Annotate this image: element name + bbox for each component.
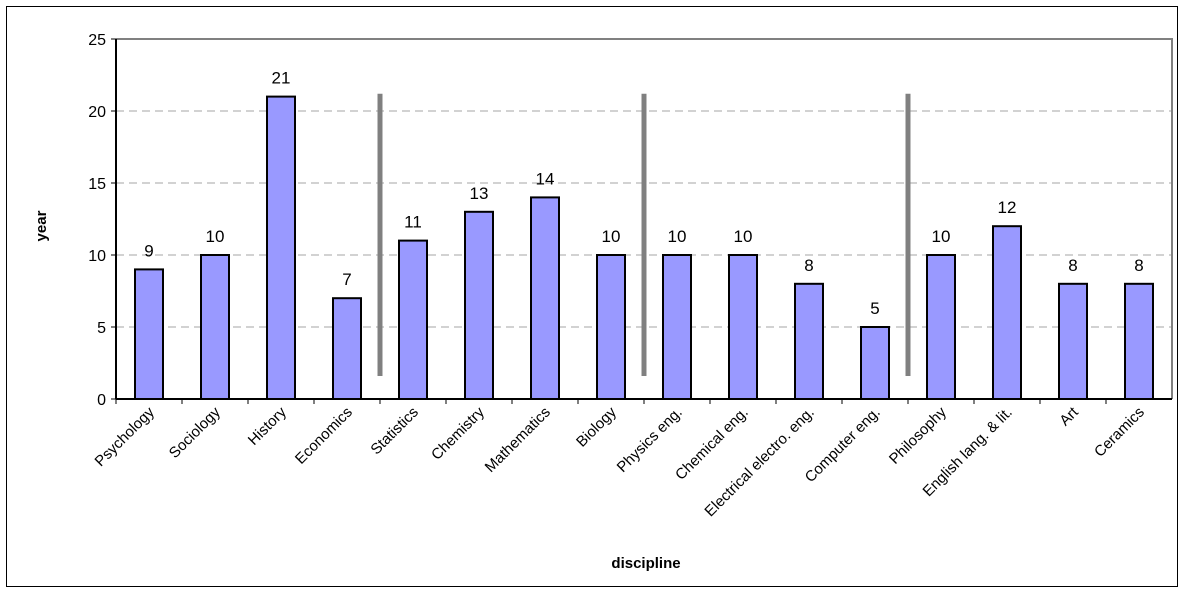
category-label-6: Mathematics bbox=[482, 404, 554, 476]
data-label-4: 11 bbox=[404, 213, 422, 232]
bar-10 bbox=[794, 282, 824, 400]
data-label-11: 5 bbox=[870, 299, 879, 318]
bar-7 bbox=[596, 254, 626, 400]
data-label-14: 8 bbox=[1068, 256, 1077, 275]
y-tick-label-0: 0 bbox=[97, 392, 106, 409]
category-label-10: Electrical electro. eng. bbox=[701, 404, 817, 520]
data-label-5: 13 bbox=[470, 184, 489, 203]
category-label-0: Psychology bbox=[92, 403, 159, 470]
data-label-10: 8 bbox=[804, 256, 813, 275]
bar-0 bbox=[134, 268, 164, 400]
category-label-4: Statistics bbox=[367, 404, 421, 458]
data-label-7: 10 bbox=[602, 227, 621, 246]
data-label-3: 7 bbox=[342, 270, 351, 289]
data-label-15: 8 bbox=[1134, 256, 1143, 275]
bar-8 bbox=[662, 254, 692, 400]
bar-4 bbox=[398, 239, 428, 400]
bar-12 bbox=[926, 254, 956, 400]
data-label-0: 9 bbox=[144, 241, 153, 260]
data-label-12: 10 bbox=[932, 227, 951, 246]
y-tick-label-25: 25 bbox=[88, 32, 106, 49]
category-label-7: Biology bbox=[573, 403, 620, 450]
category-label-14: Art bbox=[1056, 403, 1082, 429]
y-tick-label-15: 15 bbox=[88, 176, 106, 193]
bar-1 bbox=[200, 254, 230, 400]
bar-9 bbox=[728, 254, 758, 400]
x-axis-title: discipline bbox=[611, 555, 680, 572]
y-tick-label-20: 20 bbox=[88, 104, 106, 121]
data-label-9: 10 bbox=[734, 227, 753, 246]
bar-15 bbox=[1124, 282, 1154, 400]
y-tick-label-5: 5 bbox=[97, 320, 106, 337]
bar-11 bbox=[860, 326, 890, 400]
bar-2 bbox=[266, 95, 296, 400]
data-label-6: 14 bbox=[536, 169, 555, 188]
data-label-13: 12 bbox=[998, 198, 1017, 217]
category-label-3: Economics bbox=[292, 404, 356, 468]
group-separators bbox=[377, 93, 911, 376]
data-label-1: 10 bbox=[206, 227, 225, 246]
data-label-8: 10 bbox=[668, 227, 687, 246]
plot-border bbox=[116, 38, 1173, 399]
bar-14 bbox=[1058, 282, 1088, 400]
bar-3 bbox=[332, 297, 362, 401]
bar-6 bbox=[530, 196, 560, 400]
y-tick-label-10: 10 bbox=[88, 248, 106, 265]
category-label-5: Chemistry bbox=[428, 403, 488, 463]
y-axis-title: year bbox=[33, 210, 50, 241]
bar-13 bbox=[992, 225, 1022, 400]
category-label-2: History bbox=[245, 403, 290, 448]
category-label-1: Sociology bbox=[166, 403, 224, 461]
bar-5 bbox=[464, 210, 494, 400]
category-label-8: Physics eng. bbox=[614, 404, 686, 476]
axes bbox=[111, 38, 1173, 404]
category-label-12: Philosophy bbox=[886, 403, 950, 467]
data-label-2: 21 bbox=[272, 69, 291, 88]
category-label-15: Ceramics bbox=[1091, 404, 1148, 461]
